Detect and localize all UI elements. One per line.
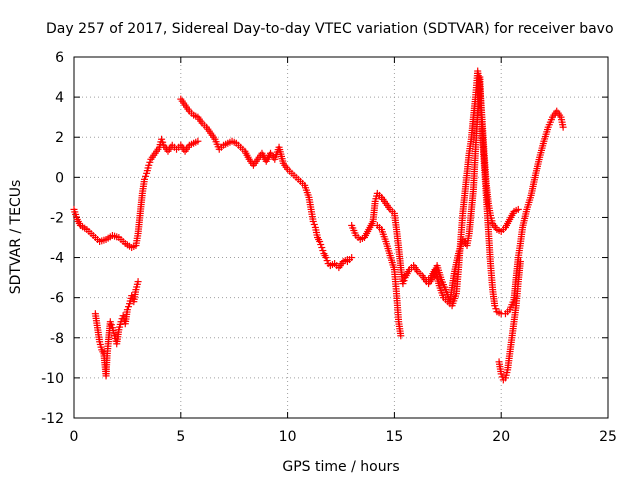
x-tick-label: 0 xyxy=(70,429,79,445)
data-point xyxy=(559,123,567,131)
data-point xyxy=(145,161,153,169)
y-tick-label: -4 xyxy=(50,251,64,267)
y-tick-label: 0 xyxy=(55,170,64,186)
data-point xyxy=(124,303,132,311)
data-point xyxy=(106,318,114,326)
y-tick-label: 4 xyxy=(55,90,64,106)
y-tick-label: 6 xyxy=(55,50,64,66)
data-point xyxy=(322,254,330,262)
data-point xyxy=(317,241,325,249)
y-tick-label: 2 xyxy=(55,130,64,146)
x-tick-label: 20 xyxy=(492,429,510,445)
axis-ticks: 0 5 10 15 20 25 -12 -10 -8 -6 -4 -2 0 2 4 6 xyxy=(41,50,617,445)
x-tick-label: 25 xyxy=(599,429,617,445)
data-point xyxy=(400,277,408,285)
data-point xyxy=(316,238,324,246)
x-tick-label: 10 xyxy=(279,429,297,445)
y-tick-label: -10 xyxy=(41,371,64,387)
data-point xyxy=(107,321,115,329)
data-point xyxy=(397,332,405,340)
data-point xyxy=(319,247,327,255)
data-point xyxy=(399,280,407,288)
data-point xyxy=(194,137,202,145)
data-point xyxy=(348,254,356,262)
x-axis-label: GPS time / hours xyxy=(282,459,399,475)
chart-title: Day 257 of 2017, Sidereal Day-to-day VTE… xyxy=(46,21,614,37)
data-point xyxy=(323,257,331,265)
y-tick-label: -12 xyxy=(41,411,64,427)
data-point xyxy=(309,217,317,225)
data-point xyxy=(123,306,131,314)
data-point xyxy=(498,373,506,381)
data-point xyxy=(146,158,154,166)
y-tick-label: -8 xyxy=(50,331,64,347)
plot-frame xyxy=(73,56,609,419)
data-point xyxy=(497,370,505,378)
data-point xyxy=(142,172,150,180)
data-points xyxy=(70,67,567,384)
data-point xyxy=(134,278,142,286)
data-point xyxy=(140,175,148,183)
data-point xyxy=(310,220,318,228)
data-point xyxy=(318,244,326,252)
y-tick-label: -6 xyxy=(50,291,64,307)
y-axis-label: SDTVAR / TECUs xyxy=(8,180,24,295)
data-point xyxy=(128,292,136,300)
data-point xyxy=(159,138,167,146)
data-point xyxy=(516,258,524,266)
x-tick-label: 5 xyxy=(176,429,185,445)
data-point xyxy=(514,205,522,213)
data-point xyxy=(158,135,166,143)
data-point xyxy=(491,302,499,310)
data-point xyxy=(492,305,500,313)
grid xyxy=(74,57,608,418)
x-tick-label: 15 xyxy=(385,429,403,445)
y-tick-label: -2 xyxy=(50,210,64,226)
